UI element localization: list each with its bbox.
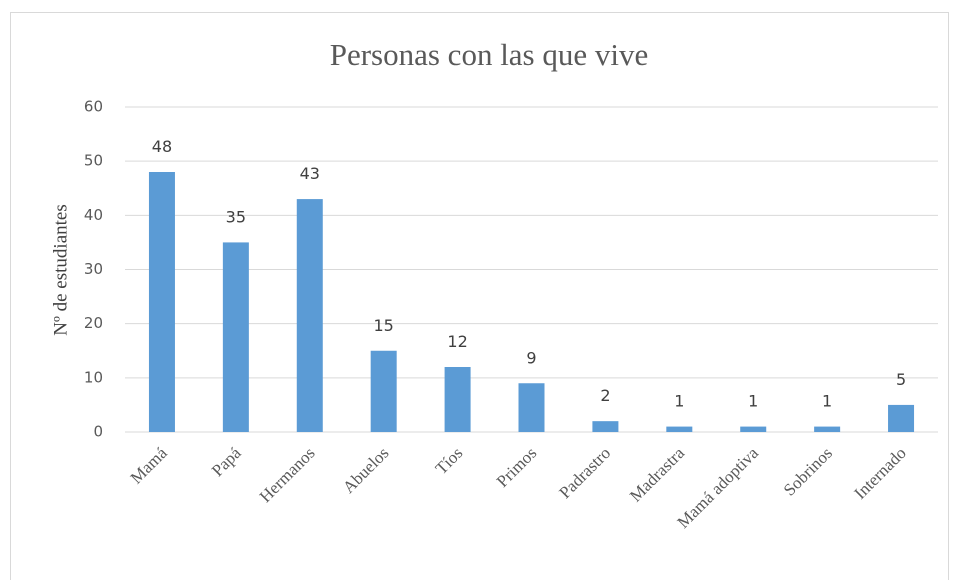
bar xyxy=(814,426,841,432)
bar xyxy=(740,426,767,432)
value-label: 9 xyxy=(526,348,536,367)
y-tick-label: 20 xyxy=(84,314,103,332)
y-tick-label: 30 xyxy=(84,260,103,278)
value-label: 43 xyxy=(300,164,320,183)
bar xyxy=(296,199,323,432)
value-label: 12 xyxy=(447,332,467,351)
bar xyxy=(888,404,915,432)
y-tick-label: 0 xyxy=(93,423,103,441)
value-label: 1 xyxy=(748,392,758,411)
value-label: 15 xyxy=(374,316,394,335)
y-tick-label: 60 xyxy=(84,98,103,116)
bar xyxy=(370,350,397,432)
value-label: 2 xyxy=(600,386,610,405)
y-tick-label: 40 xyxy=(84,206,103,224)
bar xyxy=(222,242,249,432)
bar xyxy=(518,383,545,432)
value-label: 48 xyxy=(152,137,172,156)
value-label: 1 xyxy=(674,392,684,411)
y-axis-label: Nº de estudiantes xyxy=(50,204,71,335)
value-label: 1 xyxy=(822,392,832,411)
bar xyxy=(444,367,471,432)
bar xyxy=(666,426,693,432)
value-label: 35 xyxy=(226,207,246,226)
y-tick-label: 50 xyxy=(84,152,103,170)
y-tick-label: 10 xyxy=(84,368,103,386)
bar xyxy=(592,421,619,432)
value-label: 5 xyxy=(896,370,906,389)
chart-title: Personas con las que vive xyxy=(330,37,649,72)
bar xyxy=(148,172,175,432)
